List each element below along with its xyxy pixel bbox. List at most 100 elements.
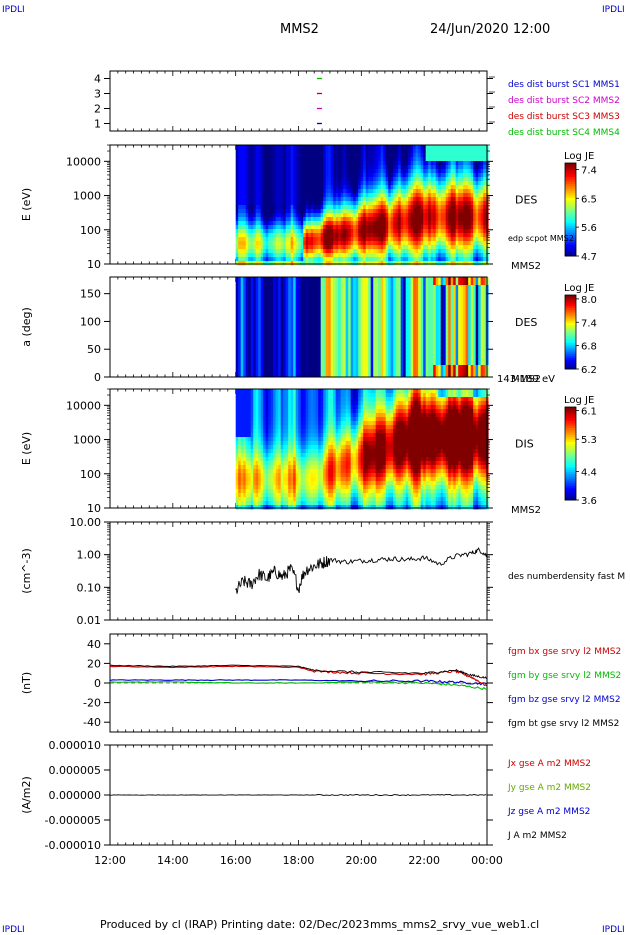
heatmap-cell bbox=[428, 245, 431, 249]
heatmap-cell bbox=[238, 365, 241, 369]
heatmap-cell bbox=[368, 165, 371, 169]
heatmap-cell bbox=[273, 177, 276, 181]
heatmap-cell bbox=[273, 313, 276, 317]
heatmap-cell bbox=[251, 229, 254, 233]
heatmap-cell bbox=[308, 285, 311, 289]
heatmap-cell bbox=[326, 225, 329, 229]
heatmap-cell bbox=[463, 153, 466, 157]
heatmap-cell bbox=[336, 353, 339, 357]
heatmap-cell bbox=[266, 209, 269, 213]
heatmap-cell bbox=[243, 257, 246, 261]
heatmap-cell bbox=[301, 341, 304, 345]
heatmap-cell bbox=[243, 281, 246, 285]
heatmap-cell bbox=[371, 197, 374, 201]
heatmap-cell bbox=[466, 161, 469, 165]
heatmap-cell bbox=[426, 177, 429, 181]
heatmap-cell bbox=[326, 289, 329, 293]
heatmap-cell bbox=[303, 205, 306, 209]
heatmap-cell bbox=[311, 309, 314, 313]
heatmap-cell bbox=[281, 185, 284, 189]
heatmap-cell bbox=[378, 193, 381, 197]
heatmap-cell bbox=[291, 329, 294, 333]
heatmap-cell bbox=[376, 165, 379, 169]
heatmap-cell bbox=[468, 221, 471, 225]
heatmap-cell bbox=[401, 253, 404, 257]
heatmap-cell bbox=[346, 201, 349, 205]
heatmap-cell bbox=[458, 261, 461, 265]
heatmap-cell bbox=[421, 221, 424, 225]
heatmap-cell bbox=[261, 233, 264, 237]
heatmap-cell bbox=[383, 289, 386, 293]
colorbar-tick-label: 6.5 bbox=[581, 194, 597, 205]
heatmap-cell bbox=[401, 177, 404, 181]
heatmap-cell bbox=[318, 365, 321, 369]
heatmap-cell bbox=[476, 205, 479, 209]
heatmap-cell bbox=[248, 209, 251, 213]
heatmap-cell bbox=[236, 353, 239, 357]
heatmap-cell bbox=[418, 169, 421, 173]
heatmap-cell bbox=[368, 353, 371, 357]
heatmap-cell bbox=[281, 289, 284, 293]
heatmap-cell bbox=[321, 177, 324, 181]
heatmap-cell bbox=[241, 213, 244, 217]
heatmap-cell bbox=[421, 205, 424, 209]
heatmap-cell bbox=[243, 181, 246, 185]
heatmap-cell bbox=[348, 217, 351, 221]
heatmap-cell bbox=[291, 185, 294, 189]
heatmap-cell bbox=[421, 169, 424, 173]
heatmap-cell bbox=[271, 221, 274, 225]
heatmap-cell bbox=[331, 293, 334, 297]
heatmap-cell bbox=[268, 317, 271, 321]
heatmap-cell bbox=[328, 169, 331, 173]
heatmap-cell bbox=[333, 345, 336, 349]
heatmap-cell bbox=[451, 165, 454, 169]
heatmap-cell bbox=[406, 261, 409, 265]
heatmap-cell bbox=[341, 153, 344, 157]
heatmap-cell bbox=[321, 249, 324, 253]
heatmap-cell bbox=[268, 253, 271, 257]
heatmap-cell bbox=[408, 217, 411, 221]
heatmap-cell bbox=[308, 245, 311, 249]
heatmap-cell bbox=[338, 301, 341, 305]
heatmap-cell bbox=[251, 257, 254, 261]
heatmap-cell bbox=[361, 213, 364, 217]
heatmap-cell bbox=[478, 221, 481, 225]
heatmap-cell bbox=[331, 297, 334, 301]
heatmap-cell bbox=[323, 297, 326, 301]
heatmap-cell bbox=[321, 325, 324, 329]
heatmap-cell bbox=[261, 317, 264, 321]
heatmap-cell bbox=[468, 245, 471, 249]
heatmap-cell bbox=[286, 153, 289, 157]
heatmap-cell bbox=[358, 213, 361, 217]
heatmap-cell bbox=[248, 233, 251, 237]
heatmap-cell bbox=[328, 161, 331, 165]
heatmap-cell bbox=[258, 165, 261, 169]
heatmap-cell bbox=[406, 177, 409, 181]
heatmap-cell bbox=[346, 229, 349, 233]
heatmap-cell bbox=[368, 333, 371, 337]
heatmap-cell bbox=[246, 153, 249, 157]
heatmap-cell bbox=[453, 209, 456, 213]
heatmap-cell bbox=[326, 305, 329, 309]
heatmap-cell bbox=[271, 209, 274, 213]
heatmap-cell bbox=[356, 357, 359, 361]
heatmap-cell bbox=[246, 237, 249, 241]
heatmap-cell bbox=[363, 313, 366, 317]
heatmap-cell bbox=[303, 213, 306, 217]
heatmap-cell bbox=[368, 253, 371, 257]
heatmap-cell bbox=[338, 321, 341, 325]
heatmap-cell bbox=[433, 181, 436, 185]
heatmap-cell bbox=[308, 233, 311, 237]
heatmap-cell bbox=[276, 305, 279, 309]
heatmap-cell bbox=[381, 313, 384, 317]
heatmap-cell bbox=[361, 161, 364, 165]
heatmap-cell bbox=[421, 229, 424, 233]
heatmap-cell bbox=[281, 197, 284, 201]
heatmap-cell bbox=[283, 313, 286, 317]
heatmap-cell bbox=[246, 181, 249, 185]
heatmap-cell bbox=[243, 313, 246, 317]
heatmap-cell bbox=[266, 153, 269, 157]
heatmap-cell bbox=[418, 189, 421, 193]
heatmap-cell bbox=[341, 177, 344, 181]
heatmap-cell bbox=[278, 209, 281, 213]
